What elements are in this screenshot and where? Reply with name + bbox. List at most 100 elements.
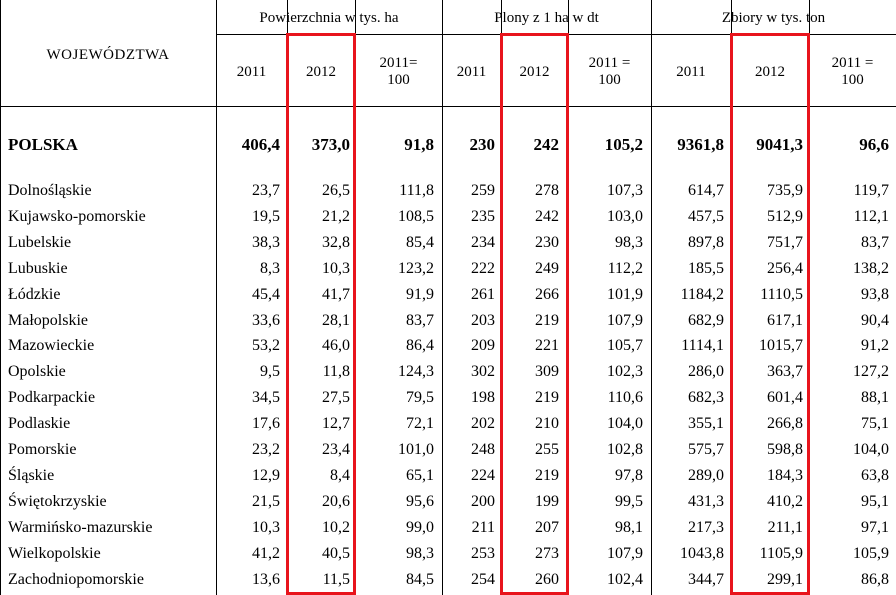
table-cell: 105,7 [607, 337, 643, 354]
table-cell: 614,7 [688, 182, 724, 199]
table-cell: 10,2 [322, 519, 350, 536]
row-name: Opolskie [8, 363, 66, 380]
table-cell: 273 [535, 545, 559, 562]
table-cell: 1043,8 [680, 545, 724, 562]
table-cell: 601,4 [767, 389, 803, 406]
table-cell: 355,1 [688, 415, 724, 432]
table-cell: 255 [535, 441, 559, 458]
table-cell: 86,8 [861, 571, 889, 588]
table-cell: 79,5 [406, 389, 434, 406]
table-cell: 107,9 [607, 545, 643, 562]
table-cell: 224 [471, 467, 495, 484]
table-cell: 266 [535, 286, 559, 303]
table-cell: 219 [535, 389, 559, 406]
total-cell: 9361,8 [677, 135, 724, 154]
table-cell: 363,7 [767, 363, 803, 380]
table-cell: 302 [471, 363, 495, 380]
total-cell: 242 [533, 135, 560, 154]
table-cell: 209 [471, 337, 495, 354]
row-name: Podlaskie [8, 415, 71, 432]
table-cell: 1184,2 [680, 286, 724, 303]
table-cell: 259 [471, 182, 495, 199]
table-cell: 199 [535, 493, 559, 510]
table-cell: 286,0 [688, 363, 724, 380]
table-cell: 95,1 [861, 493, 889, 510]
table-cell: 184,3 [767, 467, 803, 484]
table-cell: 110,6 [607, 389, 643, 406]
table-cell: 83,7 [861, 234, 889, 251]
table-cell: 21,5 [252, 493, 280, 510]
total-cell: 373,0 [311, 135, 350, 154]
table-cell: 101,9 [607, 286, 643, 303]
table-cell: 222 [471, 260, 495, 277]
table-cell: 75,1 [861, 415, 889, 432]
table-cell: 8,4 [330, 467, 350, 484]
table-cell: 735,9 [767, 182, 803, 199]
table-cell: 11,5 [322, 571, 350, 588]
table-cell: 221 [535, 337, 559, 354]
table-cell: 254 [471, 571, 495, 588]
table-cell: 28,1 [322, 312, 350, 329]
table-cell: 108,5 [398, 208, 434, 225]
table-cell: 1015,7 [759, 337, 803, 354]
table-cell: 91,2 [861, 337, 889, 354]
table-cell: 1110,5 [760, 286, 803, 303]
table-cell: 682,9 [688, 312, 724, 329]
column-separator [0, 0, 1, 595]
table-cell: 26,5 [322, 182, 350, 199]
table-cell: 234 [471, 234, 495, 251]
table-cell: 19,5 [252, 208, 280, 225]
table-cell: 13,6 [252, 571, 280, 588]
table-cell: 88,1 [861, 389, 889, 406]
table-cell: 86,4 [406, 337, 434, 354]
table-cell: 84,5 [406, 571, 434, 588]
table-cell: 103,0 [607, 208, 643, 225]
table-cell: 249 [535, 260, 559, 277]
table-cell: 20,6 [322, 493, 350, 510]
table-cell: 91,9 [406, 286, 434, 303]
table-cell: 107,9 [607, 312, 643, 329]
table-cell: 104,0 [607, 415, 643, 432]
row-name: Śląskie [8, 467, 55, 484]
table-cell: 104,0 [853, 441, 889, 458]
total-cell: 9041,3 [756, 135, 803, 154]
table-cell: 98,3 [406, 545, 434, 562]
table-cell: 105,9 [853, 545, 889, 562]
column-separator [442, 0, 443, 595]
column-separator [651, 0, 652, 595]
sub-header: 2011 [456, 64, 487, 80]
table-cell: 83,7 [406, 312, 434, 329]
table-cell: 102,4 [607, 571, 643, 588]
table-cell: 9,5 [260, 363, 280, 380]
sub-header: 2011 [676, 64, 706, 80]
table-cell: 575,7 [688, 441, 724, 458]
table-cell: 1114,1 [681, 337, 724, 354]
row-name: Lubuskie [8, 260, 68, 277]
table-cell: 431,3 [688, 493, 724, 510]
table-cell: 99,0 [406, 519, 434, 536]
table-cell: 8,3 [260, 260, 280, 277]
row-label-header: WOJEWÓDZTWA [46, 47, 170, 63]
sub-header: 2012 [755, 64, 785, 80]
sub-header: 2012 [519, 64, 550, 80]
table-cell: 72,1 [406, 415, 434, 432]
table-cell: 10,3 [252, 519, 280, 536]
row-name: Łódzkie [8, 286, 61, 303]
table-cell: 46,0 [322, 337, 350, 354]
table-cell: 138,2 [853, 260, 889, 277]
group-header: Zbiory w tys. ton [721, 10, 826, 26]
table-cell: 211 [471, 519, 495, 536]
table-cell: 107,3 [607, 182, 643, 199]
table-cell: 185,5 [688, 260, 724, 277]
table-cell: 119,7 [853, 182, 889, 199]
group-header: Plony z 1 ha w dt [494, 10, 599, 26]
table-cell: 101,0 [398, 441, 434, 458]
sub-header: 2011 = 100 [588, 55, 631, 88]
row-name: Świętokrzyskie [8, 493, 107, 510]
highlight-box-2012 [286, 33, 356, 595]
table-cell: 248 [471, 441, 495, 458]
total-row-name: POLSKA [8, 135, 78, 154]
row-name: Mazowieckie [8, 337, 95, 354]
table-cell: 32,8 [322, 234, 350, 251]
table-cell: 41,2 [252, 545, 280, 562]
